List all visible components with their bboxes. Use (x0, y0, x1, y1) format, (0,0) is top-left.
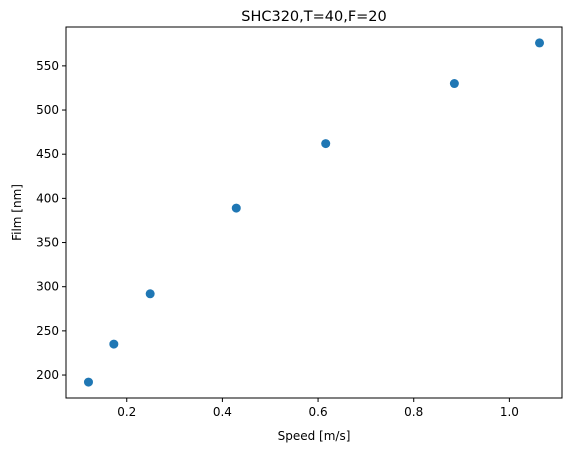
scatter-series (83, 38, 545, 387)
data-point (145, 289, 155, 299)
y-tick-label: 200 (36, 368, 59, 382)
y-axis-label: Film [nm] (10, 184, 24, 241)
data-point (231, 203, 241, 213)
x-tick-label: 0.4 (213, 405, 232, 419)
data-point (321, 139, 331, 149)
chart-title: SHC320,T=40,F=20 (241, 9, 387, 25)
y-tick-label: 250 (36, 324, 59, 338)
x-tick-label: 0.2 (117, 405, 136, 419)
y-tick-label: 300 (36, 280, 59, 294)
x-tick-label: 0.8 (404, 405, 423, 419)
x-tick-label: 1.0 (500, 405, 519, 419)
x-axis: 0.2 0.4 0.6 0.8 1.0 (117, 398, 519, 419)
x-tick-label: 0.6 (309, 405, 328, 419)
y-tick-label: 350 (36, 236, 59, 250)
y-tick-label: 500 (36, 103, 59, 117)
data-point (83, 377, 93, 387)
y-axis: 200 250 300 350 400 450 500 550 (36, 59, 66, 382)
y-tick-label: 550 (36, 59, 59, 73)
data-point (535, 38, 545, 48)
y-tick-label: 400 (36, 191, 59, 205)
data-point (449, 79, 459, 89)
y-tick-label: 450 (36, 147, 59, 161)
data-point (109, 339, 119, 349)
x-axis-label: Speed [m/s] (278, 429, 351, 443)
plot-frame (65, 26, 563, 399)
